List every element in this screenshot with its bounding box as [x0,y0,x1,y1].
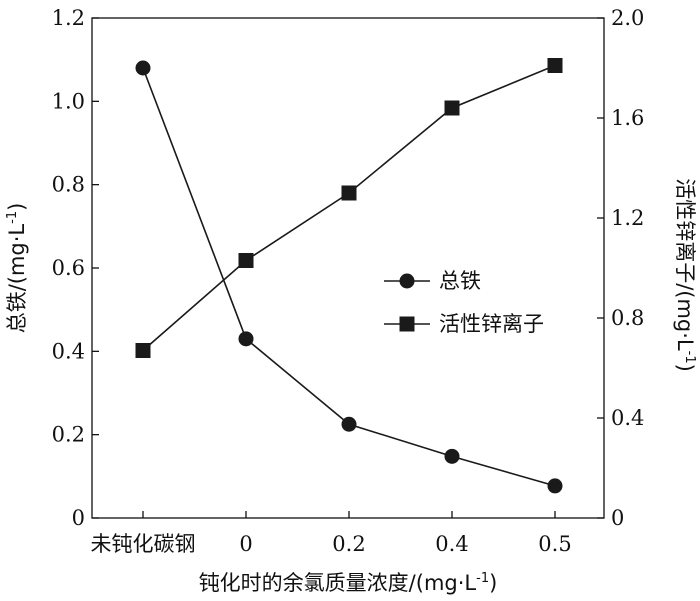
x-tick-label: 0.5 [538,532,571,556]
left-tick-label: 1.0 [52,89,85,113]
legend: 总铁 活性锌离子 [384,269,544,336]
x-tick-label: 0 [239,532,252,556]
left-tick-label: 0.2 [52,423,85,447]
data-point-active-zinc [238,253,254,268]
data-point-active-zinc [547,58,563,73]
data-point-active-zinc [341,185,357,201]
left-tick-label: 1.2 [52,6,85,30]
data-point-active-zinc [444,100,460,116]
x-axis-title: 钝化时的余氯质量浓度/(mg·L-1) [199,571,498,595]
data-point-total-iron [547,478,563,494]
left-y-axis: 0 0.2 0.4 0.6 0.8 1.0 1.2 [52,6,99,530]
data-point-total-iron [238,331,254,347]
x-tick-label: 0.2 [332,532,365,556]
left-tick-label: 0.8 [52,173,85,197]
left-tick-label: 0.4 [52,339,85,363]
legend-label-active-zinc: 活性锌离子 [439,312,544,336]
right-y-axis-title: 活性锌离子/(mg·L-1) [673,178,697,372]
x-tick-label: 未钝化碳钢 [91,532,196,556]
legend-marker-active-zinc [399,316,415,332]
right-tick-label: 1.6 [611,106,644,130]
data-point-active-zinc [135,343,151,358]
right-y-axis: 0 0.4 0.8 1.2 1.6 2.0 [597,6,644,530]
right-tick-label: 0.8 [611,306,644,330]
right-tick-label: 2.0 [611,6,644,30]
left-tick-label: 0.6 [52,256,85,280]
left-tick-label: 0 [72,506,85,530]
series-line-active-zinc [142,64,556,352]
left-y-axis-title: 总铁/(mg·L-1) [5,203,29,334]
x-axis: 未钝化碳钢 0 0.2 0.4 0.5 [91,511,572,556]
legend-marker-total-iron [399,273,415,289]
data-point-total-iron [444,448,460,464]
legend-label-total-iron: 总铁 [439,269,481,293]
series-layer [135,58,563,494]
data-point-total-iron [341,416,357,432]
plot-frame [91,17,605,519]
right-tick-label: 0 [611,506,624,530]
x-tick-label: 0.4 [435,532,468,556]
right-tick-label: 0.4 [611,406,644,430]
right-tick-label: 1.2 [611,206,644,230]
data-point-total-iron [135,60,151,76]
